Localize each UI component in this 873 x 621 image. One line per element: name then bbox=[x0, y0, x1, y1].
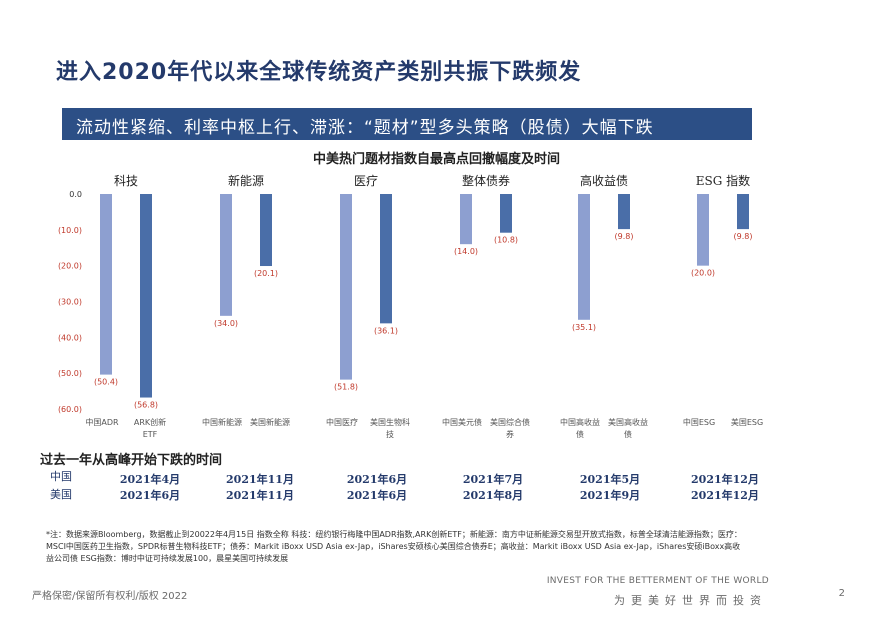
bar-us bbox=[618, 194, 630, 230]
peak-date-us: 2021年8月 bbox=[462, 489, 524, 502]
bar-china bbox=[578, 194, 590, 320]
category-label: ETF bbox=[143, 430, 158, 439]
peak-time-title: 过去一年从高峰开始下跌的时间 bbox=[40, 453, 223, 468]
data-label: (20.0) bbox=[691, 269, 715, 278]
category-label: 美国生物科 bbox=[370, 417, 410, 427]
y-tick-label: 0.0 bbox=[69, 190, 82, 199]
data-label: (20.1) bbox=[254, 269, 278, 278]
group-label: ESG 指数 bbox=[696, 173, 750, 188]
category-label: 技 bbox=[386, 429, 394, 439]
category-label: 中国医疗 bbox=[326, 417, 358, 427]
category-label: 中国ESG bbox=[683, 417, 715, 427]
category-label: 中国美元债 bbox=[442, 417, 482, 427]
footer-tagline-en: INVEST FOR THE BETTERMENT OF THE WORLD bbox=[546, 576, 769, 586]
peak-date-us: 2021年12月 bbox=[691, 489, 759, 502]
y-tick-label: (40.0) bbox=[58, 333, 82, 342]
bar-china bbox=[460, 194, 472, 245]
data-label: (56.8) bbox=[134, 401, 158, 410]
peak-date-china: 2021年6月 bbox=[346, 473, 408, 486]
peak-date-china: 2021年12月 bbox=[691, 473, 759, 486]
banner: 流动性紧缩、利率中枢上行、滞涨：“题材”型多头策略（股债）大幅下跌 bbox=[62, 108, 752, 140]
chart-title: 中美热门题材指数自最高点回撤幅度及时间 bbox=[312, 152, 560, 167]
page-number: 2 bbox=[838, 588, 845, 599]
row-label-us: 美国 bbox=[50, 488, 72, 501]
data-label: (35.1) bbox=[572, 323, 596, 332]
data-label: (51.8) bbox=[334, 383, 358, 392]
footer-confidential: 严格保密/保留所有权利/版权 2022 bbox=[32, 591, 188, 602]
bar-china bbox=[697, 194, 709, 266]
category-label: 券 bbox=[506, 429, 514, 439]
data-label: (9.8) bbox=[734, 232, 753, 241]
peak-date-china: 2021年4月 bbox=[119, 473, 181, 486]
group-label: 医疗 bbox=[354, 174, 378, 188]
banner-text: 流动性紧缩、利率中枢上行、滞涨：“题材”型多头策略（股债）大幅下跌 bbox=[76, 118, 654, 138]
data-label: (9.8) bbox=[615, 232, 634, 241]
bar-china bbox=[340, 194, 352, 380]
bar-us bbox=[380, 194, 392, 324]
category-label: ARK创新 bbox=[134, 417, 166, 427]
category-label: 美国ESG bbox=[731, 417, 763, 427]
category-label: 美国高收益 bbox=[608, 417, 648, 427]
bar-china bbox=[220, 194, 232, 316]
y-tick-label: (50.0) bbox=[58, 369, 82, 378]
peak-date-china: 2021年7月 bbox=[462, 473, 524, 486]
page-title: 进入2020年代以来全球传统资产类别共振下跌频发 bbox=[56, 60, 582, 85]
category-label: 美国新能源 bbox=[250, 417, 290, 427]
peak-date-us: 2021年9月 bbox=[579, 489, 641, 502]
peak-date-us: 2021年6月 bbox=[346, 489, 408, 502]
peak-date-us: 2021年6月 bbox=[119, 489, 181, 502]
peak-date-china: 2021年11月 bbox=[226, 473, 294, 486]
row-label-china: 中国 bbox=[50, 470, 72, 483]
bar-us bbox=[500, 194, 512, 233]
group-label: 高收益债 bbox=[580, 173, 628, 188]
bar-us bbox=[260, 194, 272, 267]
category-label: 中国新能源 bbox=[202, 417, 242, 427]
footnote: *注：数据来源Bloomberg，数据截止到20022年4月15日 指数全称 科… bbox=[46, 530, 742, 563]
drawdown-chart: 0.0 (10.0) (20.0) (30.0) (40.0) (50.0) (60.0) 科… bbox=[58, 173, 763, 439]
bar-china bbox=[100, 194, 112, 375]
group-label: 新能源 bbox=[228, 173, 264, 188]
y-tick-label: (30.0) bbox=[58, 298, 82, 307]
category-label: 中国ADR bbox=[85, 417, 119, 427]
y-tick-label: (60.0) bbox=[58, 405, 82, 414]
group-label: 科技 bbox=[114, 174, 138, 188]
y-tick-label: (20.0) bbox=[58, 262, 82, 271]
bar-us bbox=[737, 194, 749, 230]
data-label: (50.4) bbox=[94, 378, 118, 387]
category-label: 债 bbox=[624, 429, 632, 439]
footer-tagline-cn: 为更美好世界而投资 bbox=[614, 594, 767, 607]
y-tick-label: (10.0) bbox=[58, 226, 82, 235]
category-label: 美国综合债 bbox=[490, 417, 530, 427]
peak-date-us: 2021年11月 bbox=[226, 489, 294, 502]
category-label: 中国高收益 bbox=[560, 417, 600, 427]
category-label: 债 bbox=[576, 429, 584, 439]
data-label: (36.1) bbox=[374, 326, 398, 335]
data-label: (14.0) bbox=[454, 247, 478, 256]
data-label: (10.8) bbox=[494, 236, 518, 245]
group-label: 整体债券 bbox=[462, 173, 510, 188]
peak-date-china: 2021年5月 bbox=[579, 473, 641, 486]
data-label: (34.0) bbox=[214, 319, 238, 328]
bar-us bbox=[140, 194, 152, 398]
